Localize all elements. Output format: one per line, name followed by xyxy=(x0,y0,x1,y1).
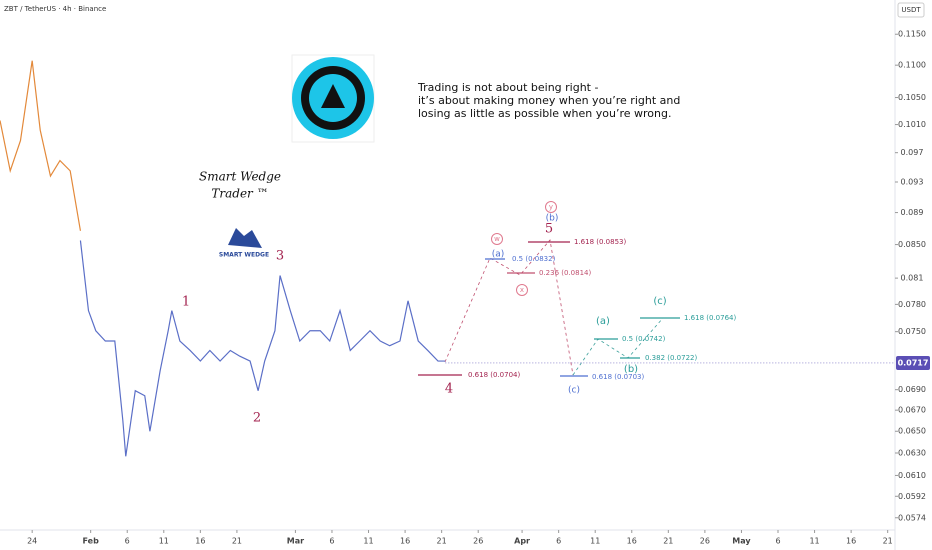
x-tick-label: 6 xyxy=(329,537,334,546)
x-tick-label: 11 xyxy=(159,537,169,546)
wave-label: 2 xyxy=(253,411,261,426)
x-tick-label: 6 xyxy=(775,537,780,546)
quote-line: losing as little as possible when you’re… xyxy=(418,107,671,120)
x-tick-label: 16 xyxy=(195,537,205,546)
wave-label: (b) xyxy=(624,364,638,375)
fib-label: 0.618 (0.0704) xyxy=(468,371,520,379)
wave-circle xyxy=(545,201,557,213)
y-tick-label: 0.1150 xyxy=(898,30,926,39)
projection xyxy=(444,239,664,376)
price-line xyxy=(79,240,446,457)
brand-icon xyxy=(228,228,262,248)
fib-lines xyxy=(418,241,680,377)
wave-label: (c) xyxy=(653,296,666,307)
wave-label: (c) xyxy=(568,386,580,396)
y-tick-label: 0.0574 xyxy=(898,513,926,522)
x-tick-label: 6 xyxy=(125,537,130,546)
fib-label: 0.5 (0.0832) xyxy=(512,255,556,263)
y-tick-label: 0.0630 xyxy=(898,448,926,457)
x-tick-label: 24 xyxy=(27,537,37,546)
fib-label: 0.382 (0.0722) xyxy=(645,354,697,362)
y-tick-label: 0.0690 xyxy=(898,385,926,394)
x-tick-label: 11 xyxy=(590,537,600,546)
x-tick-label: 21 xyxy=(232,537,242,546)
wave-circle xyxy=(491,233,503,245)
wave-label: 3 xyxy=(276,249,284,264)
x-tick-label: 6 xyxy=(556,537,561,546)
logo-triangle xyxy=(321,84,345,108)
wave-label: (b) xyxy=(546,214,559,224)
fib-label: 0.618 (0.0703) xyxy=(592,373,644,381)
last-price-label: 0.0717 xyxy=(898,358,929,367)
x-tick-label: Mar xyxy=(287,537,304,546)
x-tick-label: Apr xyxy=(514,537,530,546)
y-tick-label: 0.1100 xyxy=(898,61,926,70)
wave-label: x xyxy=(520,286,524,294)
wave-label: y xyxy=(549,203,553,211)
y-tick-label: 0.0650 xyxy=(898,427,926,436)
x-tick-label: 16 xyxy=(627,537,637,546)
y-tick-label: 0.0850 xyxy=(898,240,926,249)
currency-box[interactable] xyxy=(897,2,925,18)
quote-line: it’s about making money when you’re righ… xyxy=(418,94,680,107)
fib-label: 0.236 (0.0814) xyxy=(539,269,591,277)
x-tick-label: Feb xyxy=(83,537,100,546)
wave-label: 5 xyxy=(545,222,553,237)
y-tick-label: 0.1050 xyxy=(898,93,926,102)
brand-sub: Trader ™ xyxy=(211,187,268,201)
brand-name: Smart Wedge xyxy=(199,170,281,184)
x-tick-label: May xyxy=(732,537,751,546)
brand-logo: SMART WEDGE xyxy=(219,252,269,259)
y-tick-label: 0.0610 xyxy=(898,471,926,480)
y-tick-label: 0.0780 xyxy=(898,300,926,309)
fib-label: 1.618 (0.0764) xyxy=(684,314,736,322)
quote-line: Trading is not about being right - xyxy=(417,81,598,94)
wave-label: (a) xyxy=(492,250,505,260)
x-tick-label: 11 xyxy=(809,537,819,546)
currency: USDT xyxy=(901,6,921,14)
symbol: ZBT / TetherUS · 4h · Binance xyxy=(4,5,106,13)
logo xyxy=(291,54,375,143)
x-tick-label: 21 xyxy=(663,537,673,546)
y-tick-label: 0.0592 xyxy=(898,492,926,501)
wave-label: 4 xyxy=(445,382,453,397)
x-tick-label: 16 xyxy=(846,537,856,546)
fib-label: 0.5 (0.0742) xyxy=(622,335,666,343)
x-tick-label: 21 xyxy=(437,537,447,546)
wave-label: w xyxy=(494,235,500,243)
y-tick-label: 0.0670 xyxy=(898,406,926,415)
wave-label: 1 xyxy=(182,295,190,310)
x-tick-label: 26 xyxy=(700,537,710,546)
y-tick-label: 0.097 xyxy=(901,148,924,157)
x-tick-label: 21 xyxy=(883,537,893,546)
x-tick-label: 26 xyxy=(473,537,483,546)
wave-circle xyxy=(516,284,528,296)
x-tick-label: 11 xyxy=(363,537,373,546)
x-tick-label: 16 xyxy=(400,537,410,546)
price-line xyxy=(0,60,82,231)
wave-label: (a) xyxy=(596,316,610,327)
y-tick-label: 0.0750 xyxy=(898,327,926,336)
fib-label: 1.618 (0.0853) xyxy=(574,238,626,246)
y-tick-label: 0.1010 xyxy=(898,120,926,129)
projection-path xyxy=(572,317,664,376)
last-price-tag xyxy=(896,355,930,370)
y-tick-label: 0.089 xyxy=(901,208,924,217)
y-tick-label: 0.081 xyxy=(901,274,924,283)
y-tick-label: 0.093 xyxy=(901,177,924,186)
